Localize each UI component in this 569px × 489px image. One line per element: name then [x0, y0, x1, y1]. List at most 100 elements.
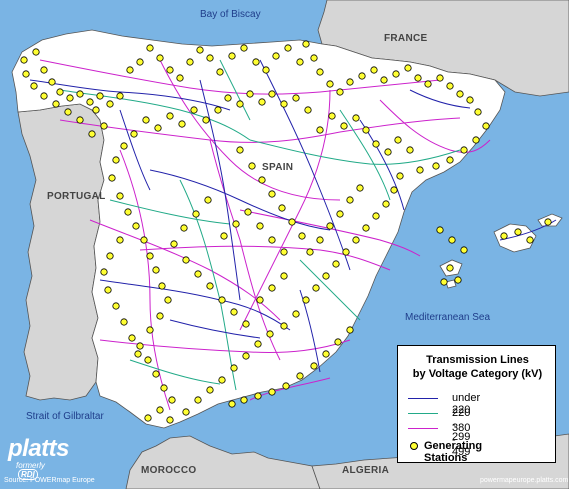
line-220-299 — [299, 259, 361, 321]
generating-station-marker — [246, 90, 254, 98]
generating-station-marker — [310, 362, 318, 370]
generating-station-marker — [40, 66, 48, 74]
generating-station-marker — [204, 196, 212, 204]
generating-station-marker — [156, 406, 164, 414]
generating-station-marker — [372, 140, 380, 148]
generating-station-marker — [406, 146, 414, 154]
mediterranean-sea-label: Mediterranean Sea — [405, 312, 491, 323]
generating-station-marker — [280, 272, 288, 280]
generating-station-marker — [166, 416, 174, 424]
line-220-299 — [129, 359, 221, 385]
generating-station-marker — [146, 44, 154, 52]
legend-swatch-380-499 — [408, 428, 438, 429]
generating-station-marker — [100, 122, 108, 130]
generating-station-marker — [346, 196, 354, 204]
generating-station-marker — [228, 52, 236, 60]
line-380-499 — [119, 149, 171, 411]
generating-station-marker — [296, 372, 304, 380]
generating-station-marker — [236, 100, 244, 108]
generating-station-marker — [256, 222, 264, 230]
line-380-499 — [139, 245, 391, 271]
generating-station-marker — [242, 352, 250, 360]
line-under-220 — [259, 59, 351, 271]
generating-station-marker — [380, 76, 388, 84]
generating-station-marker — [48, 78, 56, 86]
legend-label-generating-stations: Generating Stations — [424, 440, 483, 464]
generating-station-marker — [178, 120, 186, 128]
generating-station-marker — [170, 240, 178, 248]
generating-station-icon — [410, 442, 418, 450]
generating-station-marker — [358, 72, 366, 80]
generating-station-marker — [446, 264, 454, 272]
generating-station-marker — [124, 208, 132, 216]
line-under-220 — [29, 79, 231, 111]
generating-station-marker — [346, 326, 354, 334]
line-380-499 — [379, 99, 491, 153]
generating-station-marker — [282, 382, 290, 390]
generating-station-marker — [88, 130, 96, 138]
generating-station-marker — [176, 74, 184, 82]
generating-station-marker — [86, 98, 94, 106]
generating-station-marker — [262, 66, 270, 74]
generating-station-marker — [116, 192, 124, 200]
line-under-220 — [409, 89, 471, 109]
generating-station-marker — [120, 318, 128, 326]
mallorca-island — [493, 223, 537, 253]
generating-station-marker — [382, 200, 390, 208]
generating-station-marker — [76, 90, 84, 98]
generating-station-marker — [432, 162, 440, 170]
generating-station-marker — [134, 350, 142, 358]
generating-station-marker — [472, 136, 480, 144]
generating-station-marker — [244, 208, 252, 216]
generating-station-marker — [166, 112, 174, 120]
generating-station-marker — [146, 326, 154, 334]
generating-station-marker — [448, 236, 456, 244]
generating-station-marker — [302, 296, 310, 304]
line-380-499 — [159, 59, 341, 201]
generating-station-marker — [30, 82, 38, 90]
generating-station-marker — [372, 212, 380, 220]
generating-station-marker — [240, 396, 248, 404]
generating-station-marker — [288, 218, 296, 226]
algeria-label: ALGERIA — [342, 465, 390, 476]
generating-station-marker — [100, 268, 108, 276]
generating-station-marker — [224, 94, 232, 102]
generating-station-marker — [254, 340, 262, 348]
generating-station-marker — [322, 272, 330, 280]
generating-station-marker — [156, 54, 164, 62]
generating-station-marker — [104, 286, 112, 294]
generating-station-marker — [164, 296, 172, 304]
line-220-299 — [59, 89, 251, 141]
spain-label: SPAIN — [262, 162, 294, 173]
line-220-299 — [249, 139, 461, 165]
generating-station-marker — [230, 364, 238, 372]
generating-station-marker — [202, 116, 210, 124]
generating-station-marker — [326, 80, 334, 88]
transmission-lines-layer — [29, 59, 557, 411]
generating-station-marker — [416, 166, 424, 174]
platts-wordmark: platts — [8, 435, 70, 462]
generating-station-marker — [248, 162, 256, 170]
generating-station-marker — [252, 58, 260, 66]
generating-station-marker — [142, 116, 150, 124]
generating-station-marker — [232, 220, 240, 228]
generating-station-marker — [544, 218, 552, 226]
generating-station-marker — [144, 356, 152, 364]
generating-station-marker — [268, 236, 276, 244]
generating-station-marker — [268, 388, 276, 396]
generating-station-marker — [446, 156, 454, 164]
generating-station-marker — [220, 232, 228, 240]
generating-station-marker — [214, 106, 222, 114]
generating-station-marker — [482, 122, 490, 130]
portugal-label: PORTUGAL — [47, 191, 106, 202]
legend-swatch-220-299 — [408, 413, 438, 414]
generating-station-marker — [440, 278, 448, 286]
line-380-499 — [209, 139, 281, 361]
generating-station-marker — [206, 386, 214, 394]
generating-station-marker — [112, 156, 120, 164]
legend-label-380-499: 380 - 499 — [452, 422, 471, 458]
generating-station-marker — [352, 236, 360, 244]
generating-station-marker — [182, 256, 190, 264]
